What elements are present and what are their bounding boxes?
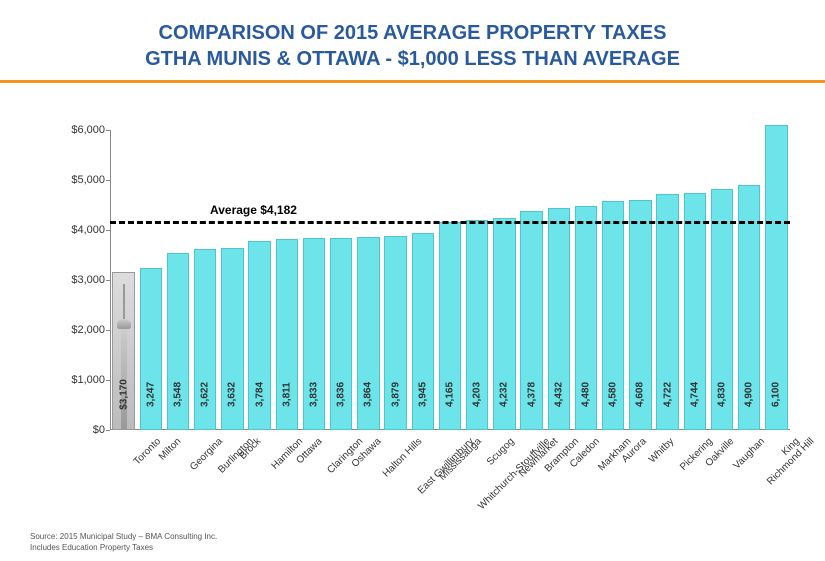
y-tick-label: $3,000 (60, 274, 105, 286)
y-tick-label: $2,000 (60, 324, 105, 336)
average-line (110, 221, 790, 224)
bar-value-label: 3,784 (254, 375, 265, 415)
bar-value-label: 3,879 (390, 375, 401, 415)
y-tick-label: $4,000 (60, 224, 105, 236)
bar-value-label: 3,548 (173, 375, 184, 415)
y-tick-mark (106, 180, 110, 181)
title-line-1: COMPARISON OF 2015 AVERAGE PROPERTY TAXE… (0, 20, 825, 46)
bar-value-label: 4,165 (445, 375, 456, 415)
y-tick-mark (106, 130, 110, 131)
bar-value-label: 3,836 (336, 375, 347, 415)
average-label: Average $4,182 (210, 203, 297, 217)
y-axis (110, 130, 111, 430)
bar-value-label: 4,608 (635, 375, 646, 415)
bar-value-label: 4,203 (472, 375, 483, 415)
bar-value-label: $3,170 (118, 375, 129, 415)
source-text: Source: 2015 Municipal Study – BMA Consu… (30, 532, 217, 553)
y-tick-label: $1,000 (60, 374, 105, 386)
bar-value-label: 4,722 (662, 375, 673, 415)
x-tick-label: Toronto (131, 436, 162, 467)
x-tick-label: Milton (157, 436, 184, 463)
bar-value-label: 4,744 (689, 375, 700, 415)
bar-chart: $0$1,000$2,000$3,000$4,000$5,000$6,000$3… (60, 130, 790, 470)
y-tick-mark (106, 280, 110, 281)
bar-value-label: 4,900 (744, 375, 755, 415)
bar-value-label: 6,100 (771, 375, 782, 415)
bar-value-label: 3,811 (281, 375, 292, 415)
x-tick-label: Brock (238, 436, 264, 462)
x-tick-label: Halton Hills (381, 436, 425, 480)
x-tick-label: Vaughan (732, 436, 768, 472)
y-tick-label: $0 (60, 424, 105, 436)
bar-value-label: 4,232 (499, 375, 510, 415)
bar-value-label: 3,945 (417, 375, 428, 415)
y-tick-label: $6,000 (60, 124, 105, 136)
plot-area: $0$1,000$2,000$3,000$4,000$5,000$6,000$3… (110, 130, 790, 430)
source-line-2: Includes Education Property Taxes (30, 543, 217, 553)
bar-value-label: 3,833 (309, 375, 320, 415)
orange-divider (0, 80, 825, 83)
y-tick-label: $5,000 (60, 174, 105, 186)
bar-value-label: 3,632 (227, 375, 238, 415)
bar-value-label: 4,432 (553, 375, 564, 415)
bar-value-label: 4,580 (608, 375, 619, 415)
bar-value-label: 4,830 (717, 375, 728, 415)
title-block: COMPARISON OF 2015 AVERAGE PROPERTY TAXE… (0, 0, 825, 72)
bar-value-label: 3,247 (145, 375, 156, 415)
y-tick-mark (106, 330, 110, 331)
x-tick-label: Scugog (485, 436, 517, 468)
bar-value-label: 3,864 (363, 375, 374, 415)
x-tick-label: Whitby (647, 436, 676, 465)
bar-value-label: 4,378 (526, 375, 537, 415)
title-line-2: GTHA MUNIS & OTTAWA - $1,000 LESS THAN A… (0, 46, 825, 72)
y-tick-mark (106, 380, 110, 381)
y-tick-mark (106, 430, 110, 431)
source-line-1: Source: 2015 Municipal Study – BMA Consu… (30, 532, 217, 542)
bar-value-label: 4,480 (581, 375, 592, 415)
y-tick-mark (106, 230, 110, 231)
bar-value-label: 3,622 (200, 375, 211, 415)
